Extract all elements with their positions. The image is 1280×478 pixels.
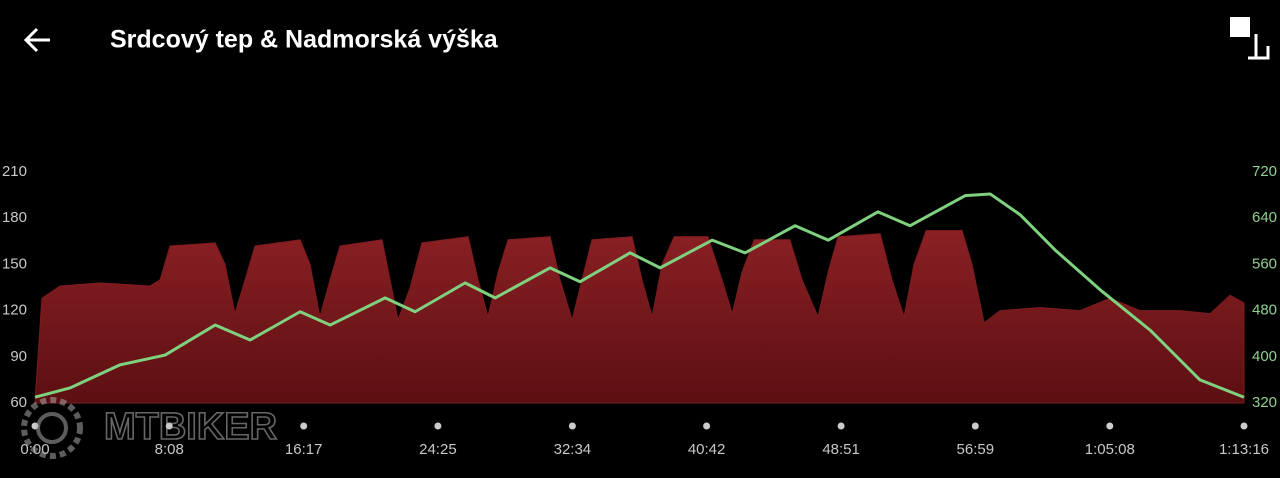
altitude-line: [34, 192, 1245, 399]
x-tick-label: 24:25: [419, 441, 457, 458]
y2-tick-label: 560: [1252, 255, 1277, 272]
x-tick-dot: [434, 422, 442, 430]
x-tick-dot: [300, 422, 308, 430]
watermark-logo-inner: [36, 412, 68, 444]
x-tick-label: 32:34: [554, 441, 592, 458]
x-tick-dot: [165, 422, 173, 430]
x-tick-dot: [1106, 422, 1114, 430]
y2-tick-label: 320: [1252, 394, 1277, 411]
y2-tick-label: 720: [1252, 163, 1277, 180]
x-tick-dot: [971, 422, 979, 430]
x-tick-label: 40:42: [688, 441, 726, 458]
back-button[interactable]: [23, 27, 50, 53]
watermark-logo: [21, 397, 83, 459]
fullscreen-button[interactable]: [1230, 17, 1270, 60]
watermark-group: MTBIKER: [21, 397, 278, 459]
y-tick-label: 210: [2, 163, 27, 180]
y2-tick-label: 480: [1252, 302, 1277, 319]
x-tick-label: 8:08: [155, 441, 184, 458]
x-tick-dot: [568, 422, 576, 430]
y-tick-label: 150: [2, 255, 27, 272]
x-tick-label: 1:05:08: [1085, 441, 1135, 458]
y-tick-label: 60: [10, 394, 27, 411]
back-arrow: [23, 27, 50, 53]
y-tick-label: 120: [2, 302, 27, 319]
y-tick-label: 180: [2, 209, 27, 226]
fullscreen-icon: [1230, 17, 1250, 37]
x-tick-dot: [837, 422, 845, 430]
x-tick-label: 16:17: [285, 441, 323, 458]
fullscreen-corner: [1248, 34, 1270, 60]
x-tick-label: 56:59: [957, 441, 995, 458]
x-tick-label: 48:51: [822, 441, 860, 458]
heart-rate-area: [34, 230, 1245, 404]
x-tick-label: 1:13:16: [1219, 441, 1269, 458]
x-tick-dot: [1240, 422, 1248, 430]
y2-tick-label: 640: [1252, 209, 1277, 226]
page-title: Srdcový tep & Nadmorská výška: [110, 26, 499, 54]
watermark-text: MTBIKER: [104, 406, 277, 448]
x-tick-dot: [703, 422, 711, 430]
y2-tick-label: 400: [1252, 348, 1277, 365]
y-tick-label: 90: [10, 348, 27, 365]
